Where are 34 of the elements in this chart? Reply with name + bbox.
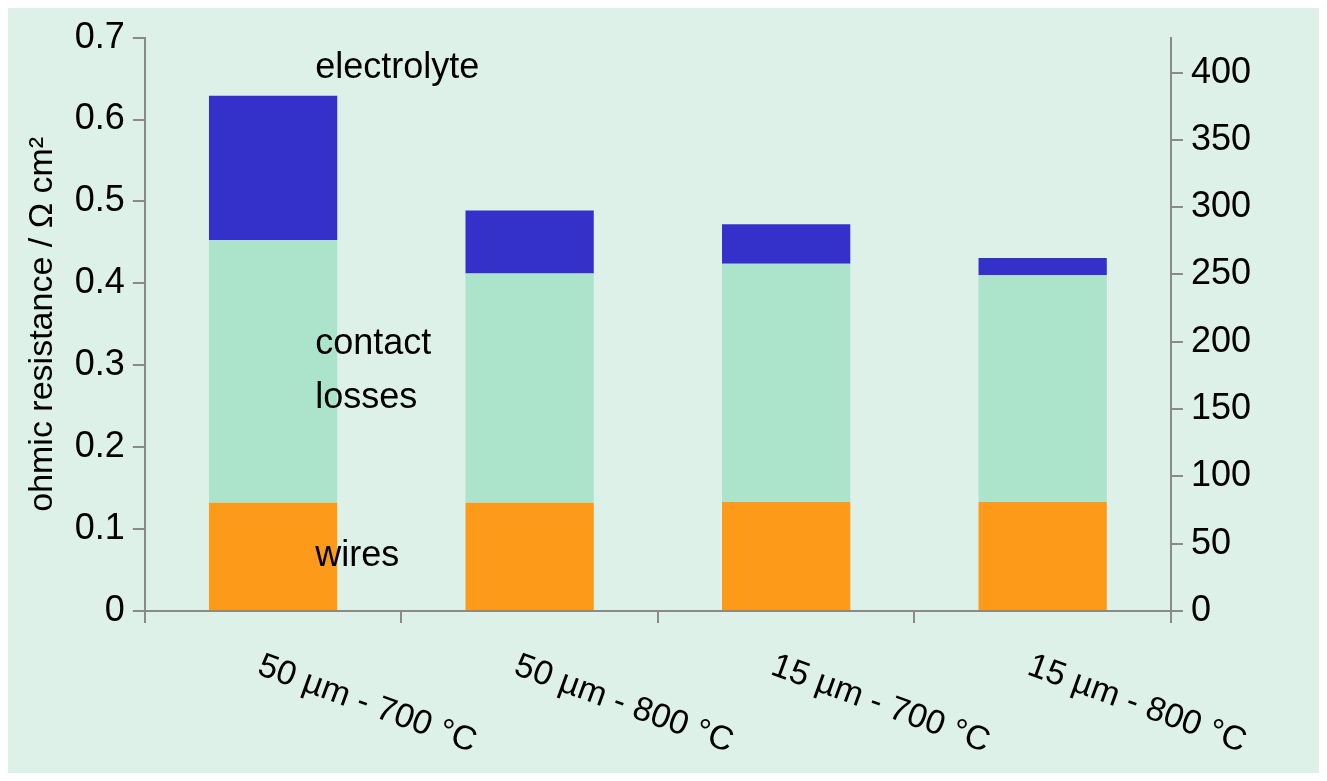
bar: [978, 275, 1107, 503]
y2-tick-label: 350: [1190, 116, 1252, 158]
y2-tick-label: 100: [1190, 453, 1252, 495]
bar: [722, 502, 851, 610]
y-tick-label: 0.2: [74, 424, 125, 466]
bar: [465, 502, 594, 610]
y2-tick-label: 250: [1190, 251, 1252, 293]
bar: [465, 210, 594, 274]
bar: [978, 257, 1107, 276]
y-tick-label: 0.3: [74, 342, 125, 384]
y-tick-label: 0.4: [74, 260, 125, 302]
x-tick-label: 15 µm - 800 °C: [1023, 644, 1253, 759]
y-axis-title: ohmic resistance / Ω cm²: [20, 136, 59, 512]
y-tick-label: 0.7: [74, 14, 125, 56]
x-tick-label: 50 µm - 700 °C: [253, 644, 483, 759]
y-tick-label: 0: [104, 587, 125, 629]
bar: [465, 273, 594, 503]
y2-tick-label: 300: [1190, 184, 1252, 226]
y2-tick-label: 50: [1190, 520, 1231, 562]
y-tick-label: 0.1: [74, 506, 125, 548]
series-label: electrolyte: [315, 44, 480, 86]
bar: [722, 224, 851, 264]
y-tick-label: 0.5: [74, 178, 125, 220]
series-label: contact losses: [315, 321, 432, 417]
y2-tick-label: 0: [1190, 587, 1211, 629]
bar: [208, 95, 338, 240]
y2-tick-label: 400: [1190, 49, 1252, 91]
y-tick-label: 0.6: [74, 96, 125, 138]
bar: [722, 263, 851, 503]
x-tick-label: 50 µm - 800 °C: [510, 644, 740, 759]
bar: [978, 502, 1107, 610]
y2-tick-label: 200: [1190, 318, 1252, 360]
y2-tick-label: 150: [1190, 386, 1252, 428]
x-tick-label: 15 µm - 700 °C: [766, 644, 996, 759]
